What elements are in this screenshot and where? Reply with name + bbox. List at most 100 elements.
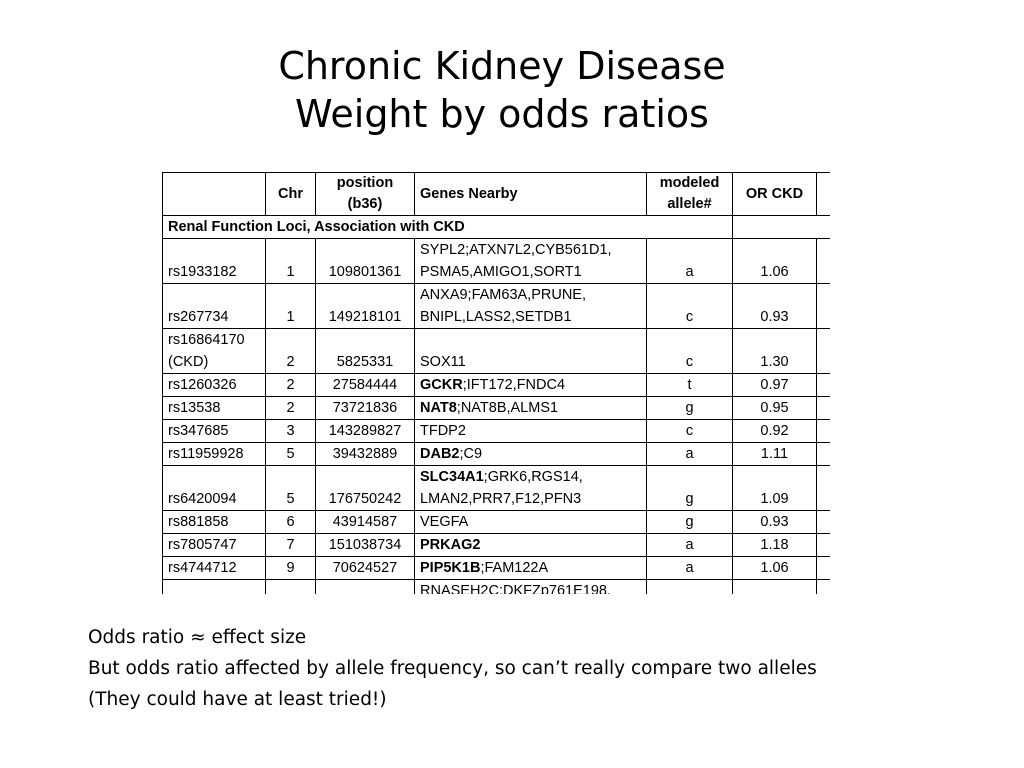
cut-cell <box>816 373 830 397</box>
snp-cell: rs1260326 <box>162 373 266 397</box>
header-cut <box>816 172 830 216</box>
genes-text: ;NAT8B,ALMS1 <box>456 400 559 416</box>
chr-cell: 2 <box>265 328 316 374</box>
or-cell: 1.09 <box>732 465 817 511</box>
or-cell: 0.93 <box>732 510 817 534</box>
chr-cell <box>265 579 316 594</box>
genes-line: TFDP2 <box>420 421 641 442</box>
table-row: rs7805747 7 151038734 PRKAG2 a 1.18 <box>162 533 830 557</box>
position-cell: 43914587 <box>315 510 415 534</box>
lead-gene: PRKAG2 <box>420 537 481 553</box>
genes-line: PIP5K1B;FAM122A <box>420 558 641 579</box>
genes-line: PSMA5,AMIGO1,SORT1 <box>420 261 641 283</box>
chr-cell: 5 <box>265 465 316 511</box>
chr-cell: 1 <box>265 283 316 329</box>
allele-cell <box>646 579 733 594</box>
table-row: rs16864170 (CKD) 2 5825331 SOX11 c 1.30 <box>162 328 830 374</box>
snp-cell: rs347685 <box>162 419 266 443</box>
genes-cell: SYPL2;ATXN7L2,CYB561D1, PSMA5,AMIGO1,SORT… <box>414 238 647 284</box>
genes-cell: PIP5K1B;FAM122A <box>414 556 647 580</box>
or-cell: 1.30 <box>732 328 817 374</box>
snp-id: rs267734 <box>168 309 229 325</box>
table-row: rs6420094 5 176750242 SLC34A1;GRK6,RGS14, LM… <box>162 465 830 511</box>
snp-cell: rs11959928 <box>162 442 266 466</box>
chr-cell: 7 <box>265 533 316 557</box>
title-line-1: Chronic Kidney Disease <box>278 44 726 88</box>
snp-id: rs347685 <box>168 423 229 439</box>
genes-line: DAB2;C9 <box>420 444 641 465</box>
table-row: rs1933182 1 109801361 SYPL2;ATXN7L2,CYB561D… <box>162 238 830 284</box>
lead-gene: NAT8 <box>420 400 457 416</box>
genes-line: GCKR;IFT172,FNDC4 <box>420 375 641 396</box>
snp-cell: rs13538 <box>162 396 266 420</box>
snp-cell: rs6420094 <box>162 465 266 511</box>
genes-text: ;IFT172,FNDC4 <box>462 377 566 393</box>
genes-text: SYPL2;ATXN7L2,CYB561D1, <box>420 242 612 258</box>
cut-cell <box>816 556 830 580</box>
snp-id: rs13538 <box>168 400 221 416</box>
genes-cell: SOX11 <box>414 328 647 374</box>
lead-gene: DAB2 <box>420 446 460 462</box>
snp-id: rs7805747 <box>168 537 237 553</box>
slide-title: Chronic Kidney Disease Weight by odds ra… <box>0 42 1004 138</box>
snp-id: rs4744712 <box>168 560 237 576</box>
snp-cell: rs4744712 <box>162 556 266 580</box>
snp-cell: rs267734 <box>162 283 266 329</box>
snp-cell <box>162 579 266 594</box>
genes-cell: TFDP2 <box>414 419 647 443</box>
table-row: rs1260326 2 27584444 GCKR;IFT172,FNDC4 t 0.97 <box>162 373 830 397</box>
position-cell: 149218101 <box>315 283 415 329</box>
position-cell: 176750242 <box>315 465 415 511</box>
title-line-2: Weight by odds ratios <box>295 92 709 136</box>
chr-cell: 3 <box>265 419 316 443</box>
section-label: Renal Function Loci, Association with CK… <box>162 215 733 239</box>
genes-cell: GCKR;IFT172,FNDC4 <box>414 373 647 397</box>
genes-text: RNASEH2C;DKFZp761E198, <box>420 583 611 594</box>
genes-cell: PRKAG2 <box>414 533 647 557</box>
or-cell: 0.92 <box>732 419 817 443</box>
position-cell: 27584444 <box>315 373 415 397</box>
allele-cell: g <box>646 465 733 511</box>
table-row: rs11959928 5 39432889 DAB2;C9 a 1.11 <box>162 442 830 466</box>
table-header-row: Chr position (b36) Genes Nearby modeled … <box>162 172 830 216</box>
allele-cell: g <box>646 396 733 420</box>
chr-cell: 1 <box>265 238 316 284</box>
genes-line: SOX11 <box>420 351 641 373</box>
genes-line: SYPL2;ATXN7L2,CYB561D1, <box>420 240 641 262</box>
allele-cell: t <box>646 373 733 397</box>
table-row: rs267734 1 149218101 ANXA9;FAM63A,PRUNE, BNI… <box>162 283 830 329</box>
notes: Odds ratio ≈ effect size But odds ratio … <box>88 622 988 715</box>
genes-line: LMAN2,PRR7,F12,PFN3 <box>420 488 641 510</box>
or-cell: 0.93 <box>732 283 817 329</box>
genes-text: BNIPL,LASS2,SETDB1 <box>420 309 572 325</box>
snp-id: rs16864170 <box>168 332 245 348</box>
header-position-line1: position <box>336 175 394 191</box>
or-cell: 1.06 <box>732 238 817 284</box>
or-cell: 1.06 <box>732 556 817 580</box>
allele-cell: g <box>646 510 733 534</box>
snp-id: rs1260326 <box>168 377 237 393</box>
chr-cell: 6 <box>265 510 316 534</box>
note-line-3: (They could have at least tried!) <box>88 689 387 710</box>
chr-cell: 2 <box>265 396 316 420</box>
header-chr: Chr <box>265 172 316 216</box>
genes-cell: VEGFA <box>414 510 647 534</box>
cut-cell <box>816 465 830 511</box>
cut-cell <box>816 419 830 443</box>
snp-cell: rs16864170 (CKD) <box>162 328 266 374</box>
note-line-2: But odds ratio affected by allele freque… <box>88 658 817 679</box>
allele-cell: c <box>646 283 733 329</box>
genes-line: NAT8;NAT8B,ALMS1 <box>420 398 641 419</box>
position-cell: 109801361 <box>315 238 415 284</box>
genes-text: ANXA9;FAM63A,PRUNE, <box>420 287 586 303</box>
position-cell: 70624527 <box>315 556 415 580</box>
allele-cell: c <box>646 328 733 374</box>
or-cell: 1.18 <box>732 533 817 557</box>
cut-cell <box>816 396 830 420</box>
lead-gene: SLC34A1 <box>420 469 484 485</box>
snp-cell: rs1933182 <box>162 238 266 284</box>
genes-text: ;FAM122A <box>480 560 549 576</box>
genes-line: BNIPL,LASS2,SETDB1 <box>420 306 641 328</box>
genes-line: PRKAG2 <box>420 535 641 556</box>
table-row: rs881858 6 43914587 VEGFA g 0.93 <box>162 510 830 534</box>
